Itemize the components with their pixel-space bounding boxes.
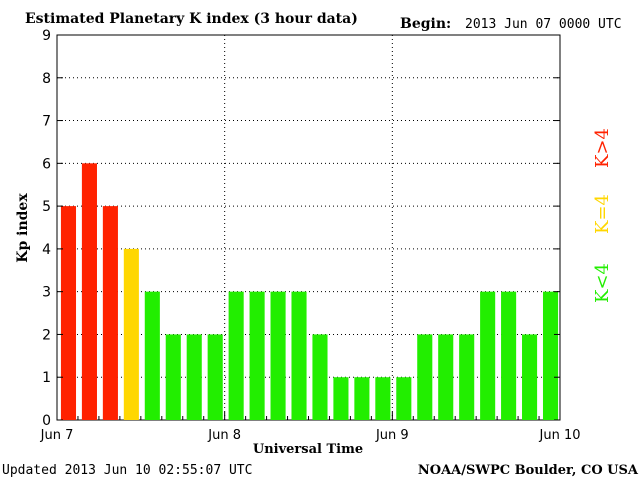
legend-above-4: K>4 <box>592 128 613 168</box>
kp-bar <box>354 377 370 420</box>
y-tick-label: 3 <box>42 285 51 301</box>
y-axis-label: Kp index <box>15 193 31 263</box>
x-axis-ticks: Jun 7 Jun 8 Jun 9 Jun 10 <box>40 412 581 443</box>
y-tick-label: 2 <box>42 327 51 343</box>
kp-bar <box>144 291 160 420</box>
kp-bar <box>60 206 77 420</box>
kp-bar <box>270 291 286 420</box>
kp-bar <box>123 248 139 420</box>
kp-bar <box>102 206 118 420</box>
kp-bar <box>291 291 307 420</box>
credit-label: NOAA/SWPC Boulder, CO USA <box>418 463 639 478</box>
x-tick-label: Jun 10 <box>539 428 581 443</box>
kp-bar <box>480 291 496 420</box>
y-tick-label: 5 <box>42 199 51 215</box>
kp-bar <box>542 291 559 420</box>
kp-bar <box>249 291 265 420</box>
y-tick-label: 7 <box>42 114 51 130</box>
kp-bar <box>165 334 181 420</box>
kp-bar <box>501 291 517 420</box>
kp-bar <box>186 334 202 420</box>
chart-title: Estimated Planetary K index (3 hour data… <box>25 11 358 27</box>
x-tick-label: Jun 9 <box>375 428 409 443</box>
kp-bar <box>207 334 223 420</box>
kp-bar <box>81 163 97 421</box>
y-tick-label: 6 <box>42 156 51 172</box>
x-tick-label: Jun 8 <box>207 428 241 443</box>
begin-value: 2013 Jun 07 0000 UTC <box>465 17 622 32</box>
y-tick-label: 0 <box>42 413 51 429</box>
y-tick-label: 4 <box>42 242 51 258</box>
kp-bar <box>228 291 244 420</box>
kp-bar <box>438 334 454 420</box>
kp-bar <box>396 377 412 420</box>
x-tick-label: Jun 7 <box>40 428 74 443</box>
kp-bar <box>522 334 538 420</box>
begin-label: Begin: <box>400 16 451 32</box>
kp-bar <box>333 377 349 420</box>
grid-lines <box>57 35 560 420</box>
kp-bar <box>375 377 391 420</box>
legend-below-4: K<4 <box>592 263 613 303</box>
y-tick-label: 1 <box>42 370 51 386</box>
kp-bar <box>417 334 433 420</box>
bars <box>60 163 559 421</box>
x-axis-label: Universal Time <box>253 442 363 457</box>
y-tick-label: 8 <box>42 71 51 87</box>
y-tick-label: 9 <box>42 28 51 44</box>
kp-bar <box>312 334 328 420</box>
updated-timestamp: Updated 2013 Jun 10 02:55:07 UTC <box>2 463 252 478</box>
legend-equal-4: K=4 <box>592 194 613 234</box>
kp-bar <box>459 334 475 420</box>
y-axis-ticks: 0 1 2 3 4 5 6 7 8 9 <box>42 28 560 429</box>
